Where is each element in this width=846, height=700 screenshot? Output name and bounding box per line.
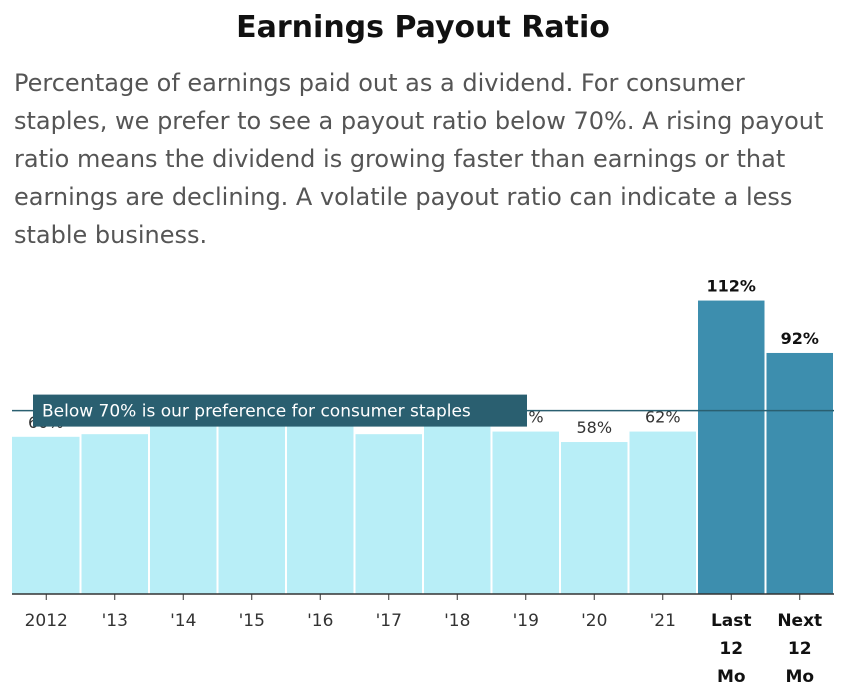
x-tick-label-7: '19 (513, 611, 539, 631)
bar-value-label-8: 58% (576, 418, 612, 437)
reference-label-box (33, 394, 527, 427)
x-tick-label-2: '14 (170, 611, 196, 631)
bar-4 (287, 426, 354, 594)
bar-7 (492, 431, 559, 594)
bar-3 (218, 415, 285, 594)
x-tick-label-11: Next 12 Mo (777, 611, 822, 687)
x-tick-label-5: '17 (376, 611, 402, 631)
bar-9 (629, 431, 696, 594)
x-tick-label-4: '16 (307, 611, 333, 631)
bar-value-label-9: 62% (645, 408, 681, 427)
bar-10 (698, 300, 765, 594)
bar-1 (81, 434, 148, 594)
x-tick-label-8: '20 (581, 611, 607, 631)
x-tick-label-3: '15 (239, 611, 265, 631)
x-tick-label-0: 2012 (25, 611, 68, 631)
bar-8 (561, 442, 628, 594)
chart-title: Earnings Payout Ratio (236, 10, 610, 45)
chart-subtitle: Percentage of earnings paid out as a div… (14, 69, 824, 249)
reference-label: Below 70% is our preference for consumer… (42, 402, 471, 422)
bar-0 (12, 436, 80, 594)
bar-value-label-10: 112% (707, 277, 756, 296)
bar-2 (150, 415, 217, 594)
bar-value-label-11: 92% (781, 329, 819, 348)
x-tick-label-9: '21 (650, 611, 676, 631)
bar-11 (766, 352, 833, 594)
x-tick-label-6: '18 (444, 611, 470, 631)
bar-5 (355, 434, 422, 594)
bar-6 (424, 423, 491, 594)
x-tick-label-1: '13 (102, 611, 128, 631)
x-tick-label-10: Last 12 Mo (711, 611, 752, 687)
